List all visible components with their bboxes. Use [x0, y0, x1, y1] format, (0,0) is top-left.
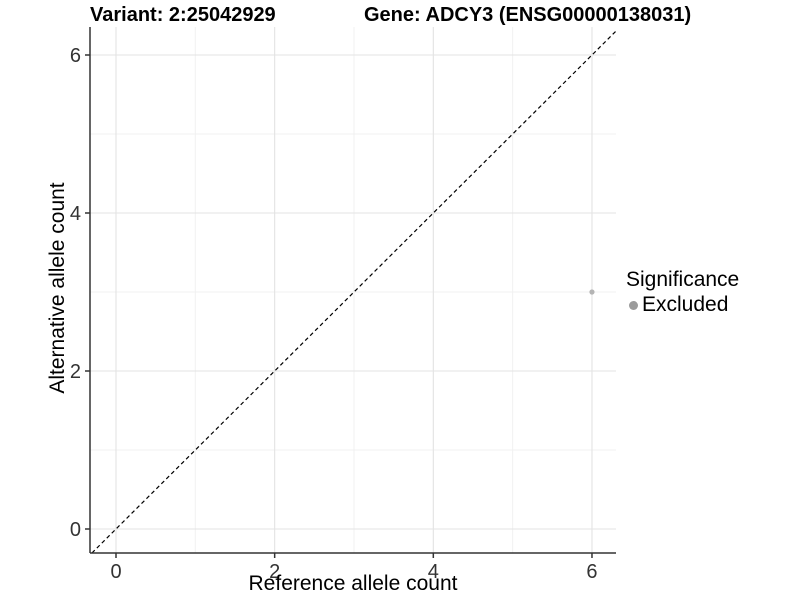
y-axis-title: Alternative allele count — [46, 182, 69, 394]
plot-title-gene: Gene: ADCY3 (ENSG00000138031) — [364, 4, 692, 26]
legend-item-label: Excluded — [642, 293, 729, 316]
x-tick-label: 0 — [110, 561, 121, 583]
data-point — [589, 289, 595, 295]
x-tick-label: 4 — [428, 561, 439, 583]
x-axis-title: Reference allele count — [248, 572, 458, 595]
legend-point-icon — [629, 300, 638, 310]
legend-title: Significance — [626, 268, 740, 291]
legend-item-excluded: Excluded — [626, 294, 739, 316]
plot-title-variant: Variant: 2:25042929 — [90, 4, 276, 26]
y-tick-label: 2 — [70, 361, 81, 383]
y-tick-label: 6 — [70, 45, 81, 67]
legend: Significance Excluded — [626, 268, 739, 316]
identity-line — [91, 30, 617, 554]
y-tick-label: 4 — [70, 203, 81, 225]
y-tick-label: 0 — [70, 519, 81, 541]
x-tick-label: 2 — [269, 561, 280, 583]
x-tick-label: 6 — [586, 561, 597, 583]
